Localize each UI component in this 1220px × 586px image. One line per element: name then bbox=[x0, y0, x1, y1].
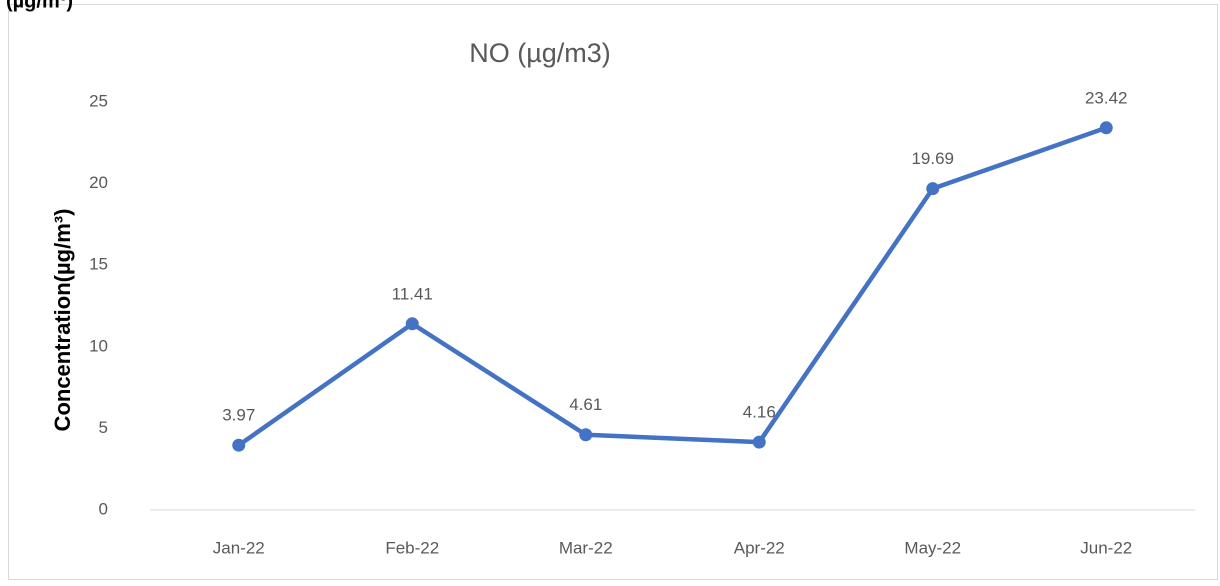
x-tick-label: May-22 bbox=[904, 538, 961, 557]
y-tick-label: 20 bbox=[89, 173, 108, 192]
data-label: 3.97 bbox=[222, 406, 255, 425]
chart-title: NO (µg/m3) bbox=[469, 38, 611, 68]
chart-frame bbox=[8, 4, 1218, 580]
data-point bbox=[232, 438, 246, 452]
cropped-text: (µg/m³) bbox=[6, 0, 73, 12]
data-point bbox=[579, 428, 593, 442]
data-label: 4.61 bbox=[569, 395, 602, 414]
y-tick-label: 25 bbox=[89, 91, 108, 110]
data-label: 4.16 bbox=[743, 403, 776, 422]
series-line bbox=[237, 125, 1107, 448]
x-tick-label: Feb-22 bbox=[385, 538, 439, 557]
data-label: 11.41 bbox=[392, 284, 433, 303]
x-tick-label: Mar-22 bbox=[559, 538, 613, 557]
y-tick-label: 10 bbox=[89, 336, 108, 355]
x-tick-label: Apr-22 bbox=[734, 538, 785, 557]
data-point bbox=[926, 182, 940, 196]
y-tick-label: 5 bbox=[99, 418, 108, 437]
x-tick-label: Jan-22 bbox=[213, 538, 265, 557]
data-label: 23.42 bbox=[1085, 88, 1128, 107]
data-point bbox=[1099, 121, 1113, 135]
data-point bbox=[405, 317, 419, 331]
y-tick-label: 15 bbox=[89, 255, 108, 274]
y-tick-label: 0 bbox=[99, 499, 108, 518]
x-tick-label: Jun-22 bbox=[1080, 538, 1132, 557]
data-point bbox=[752, 435, 766, 449]
y-axis-label: Concentration(µg/m³) bbox=[50, 209, 75, 432]
data-label: 19.69 bbox=[911, 149, 954, 168]
